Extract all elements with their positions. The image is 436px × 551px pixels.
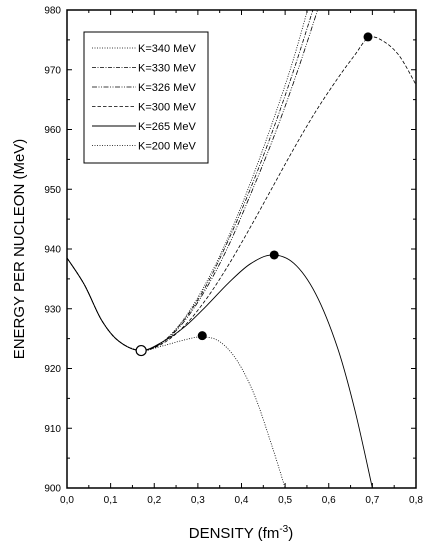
x-tick-label: 0,4 — [235, 495, 249, 506]
x-axis-title: DENSITY (fm-3) — [189, 524, 293, 542]
series-line-5 — [67, 257, 286, 488]
y-tick-labels: 900 910 920 930 940 950 960 970 980 — [44, 6, 61, 495]
marker-layer — [135, 32, 373, 357]
saturation-point-marker — [135, 344, 147, 357]
legend: K=340 MeV K=330 MeV K=326 MeV K=300 MeV K=26… — [83, 31, 209, 164]
x-tick-labels: 0,0 0,1 0,2 0,3 0,4 0,5 0,6 0,7 0,8 — [60, 495, 423, 506]
y-tick-label: 920 — [44, 364, 61, 375]
y-tick-label: 980 — [44, 6, 61, 17]
legend-label: K=326 MeV — [138, 82, 196, 94]
x-tick-label: 0,7 — [365, 495, 379, 506]
legend-items: K=340 MeV K=330 MeV K=326 MeV K=300 MeV K=26… — [92, 43, 196, 153]
y-tick-label: 930 — [44, 304, 61, 315]
x-tick-label: 0,8 — [409, 495, 423, 506]
maximum-marker-1 — [269, 250, 279, 260]
y-tick-label: 950 — [44, 185, 61, 196]
series-layer — [67, 10, 416, 488]
x-tick-label: 0,0 — [60, 495, 74, 506]
x-tick-label: 0,1 — [104, 495, 118, 506]
y-tick-label: 900 — [44, 484, 61, 495]
legend-label: K=300 MeV — [138, 102, 196, 114]
y-tick-label: 910 — [44, 424, 61, 435]
series-line-4 — [67, 254, 373, 488]
x-tick-label: 0,6 — [322, 495, 336, 506]
x-tick-label: 0,5 — [278, 495, 292, 506]
x-tick-label: 0,2 — [147, 495, 161, 506]
legend-box — [83, 31, 209, 164]
legend-label: K=340 MeV — [138, 43, 196, 55]
x-tick-label: 0,3 — [191, 495, 205, 506]
maximum-marker-2 — [363, 32, 373, 42]
legend-label: K=330 MeV — [138, 63, 196, 75]
y-axis-title: ENERGY PER NUCLEON (MeV) — [11, 139, 28, 360]
plot-frame — [66, 9, 417, 489]
y-tick-label: 960 — [44, 125, 61, 136]
legend-label: K=265 MeV — [138, 121, 196, 133]
legend-label: K=200 MeV — [138, 141, 196, 153]
y-tick-label: 940 — [44, 245, 61, 256]
y-tick-label: 970 — [44, 65, 61, 76]
maximum-marker-0 — [197, 331, 207, 341]
